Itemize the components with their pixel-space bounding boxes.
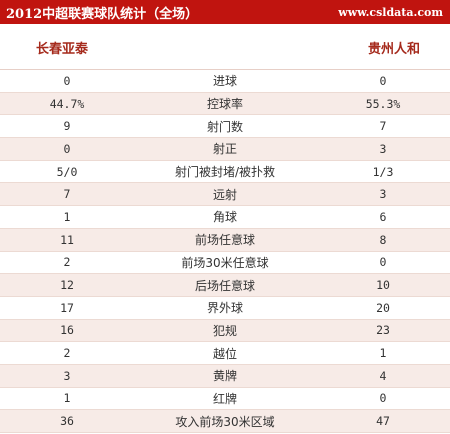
table-row: 44.7% 控球率 55.3% <box>0 92 450 116</box>
table-row: 12 后场任意球 10 <box>0 274 450 297</box>
home-value: 36 <box>60 414 74 429</box>
table-row: 1 红牌 0 <box>0 387 450 411</box>
away-value: 7 <box>379 119 387 134</box>
away-value: 8 <box>379 232 387 247</box>
home-value: 2 <box>63 346 71 361</box>
table-row: 9 射门数 7 <box>0 115 450 139</box>
away-value: 3 <box>379 141 387 156</box>
home-team-name: 长春亚泰 <box>36 42 89 57</box>
away-value: 10 <box>376 278 390 293</box>
stat-label: 攻入前场30米区域 <box>175 414 275 429</box>
stat-label: 红牌 <box>212 391 237 406</box>
home-value: 7 <box>63 187 71 202</box>
stat-label: 远射 <box>212 187 237 202</box>
away-value: 0 <box>379 391 387 406</box>
stat-label: 射门被封堵/被扑救 <box>174 165 276 180</box>
table-row: 16 犯规 23 <box>0 319 450 343</box>
stat-label: 角球 <box>212 210 237 225</box>
away-value: 55.3% <box>365 96 401 111</box>
away-value: 23 <box>376 323 390 338</box>
table-row: 7 远射 3 <box>0 183 450 207</box>
table-row: 1 角球 6 <box>0 206 450 229</box>
home-value: 3 <box>63 368 71 383</box>
away-value: 0 <box>379 73 387 88</box>
table-row: 3 黄牌 4 <box>0 364 450 388</box>
table-row: 2 越位 1 <box>0 342 450 365</box>
table-row: 11 前场任意球 8 <box>0 228 450 252</box>
away-value: 20 <box>376 300 390 315</box>
table-row: 5/0 射门被封堵/被扑救 1/3 <box>0 160 450 184</box>
stat-label: 越位 <box>212 346 237 361</box>
home-value: 1 <box>63 209 71 224</box>
home-value: 11 <box>60 232 74 247</box>
table-row: 0 射正 3 <box>0 138 450 161</box>
stat-label: 犯规 <box>212 323 237 338</box>
away-value: 0 <box>379 255 387 270</box>
site-url: www.csldata.com <box>338 5 443 19</box>
stat-label: 进球 <box>212 74 237 89</box>
stat-label: 控球率 <box>206 97 243 112</box>
away-value: 47 <box>376 414 390 429</box>
home-value: 0 <box>63 73 71 88</box>
stat-label: 前场任意球 <box>194 233 255 248</box>
stat-label: 射正 <box>212 142 237 157</box>
stat-label: 射门数 <box>206 119 243 134</box>
team-header: 长春亚泰 贵州人和 <box>0 24 450 70</box>
table-row: 17 界外球 20 <box>0 296 450 320</box>
stats-table: 0 进球 0 44.7% 控球率 55.3% 9 射门数 7 0 射正 3 5/0 射门被封堵/被扑救 1/… <box>0 70 450 433</box>
home-value: 12 <box>60 278 74 293</box>
table-row: 0 进球 0 <box>0 70 450 93</box>
home-value: 17 <box>60 300 74 315</box>
header-bar: 2012中超联赛球队统计（全场） www.csldata.com <box>0 0 450 24</box>
away-value: 1 <box>379 346 387 361</box>
page-title: 2012中超联赛球队统计（全场） <box>6 6 199 22</box>
away-value: 1/3 <box>372 164 394 179</box>
home-value: 2 <box>63 255 71 270</box>
stat-label: 黄牌 <box>212 369 237 384</box>
home-value: 16 <box>60 323 74 338</box>
stat-label: 界外球 <box>206 301 243 316</box>
home-value: 0 <box>63 141 71 156</box>
table-row: 2 前场30米任意球 0 <box>0 251 450 275</box>
stat-label: 后场任意球 <box>194 278 255 293</box>
home-value: 5/0 <box>56 164 78 179</box>
away-value: 3 <box>379 187 387 202</box>
away-team-name: 贵州人和 <box>367 42 420 57</box>
home-value: 44.7% <box>49 96 85 111</box>
away-value: 4 <box>379 368 387 383</box>
table-row: 36 攻入前场30米区域 47 <box>0 410 450 433</box>
home-value: 1 <box>63 391 71 406</box>
home-value: 9 <box>63 119 71 134</box>
away-value: 6 <box>379 209 387 224</box>
stat-label: 前场30米任意球 <box>181 255 269 270</box>
